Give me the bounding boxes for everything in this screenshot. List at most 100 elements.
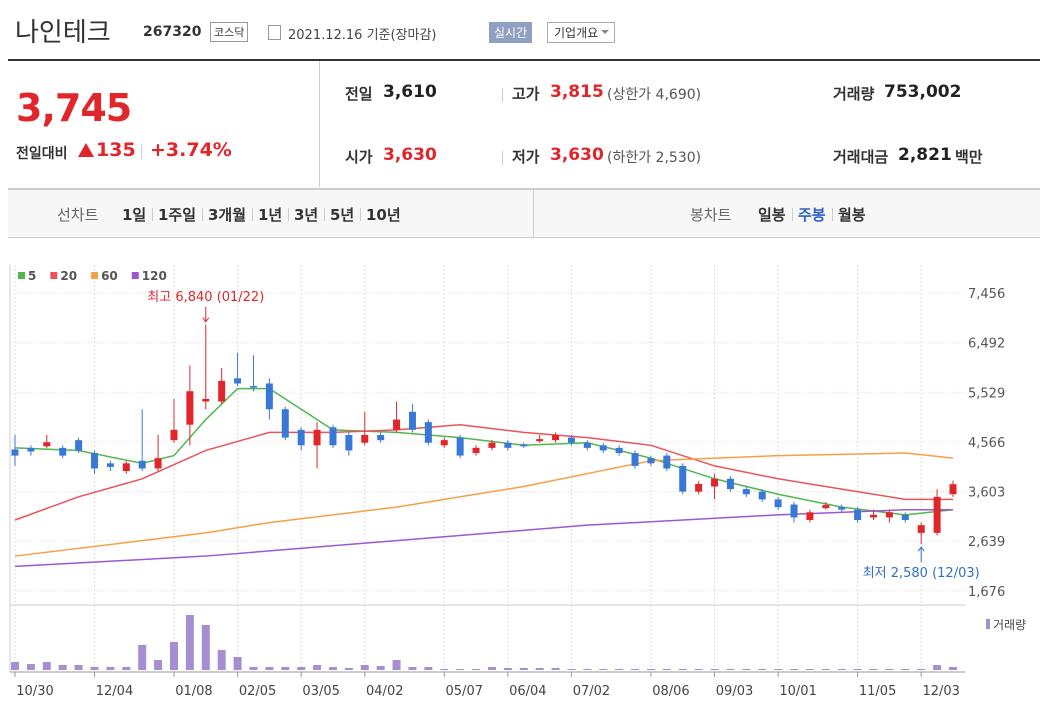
volume-bar: [185, 615, 194, 670]
tab[interactable]: 10년: [366, 206, 401, 224]
item-value: 3,610: [383, 82, 437, 102]
tab[interactable]: 월봉: [838, 206, 866, 224]
current-price: 3,745: [16, 86, 132, 130]
candle-body: [11, 449, 19, 456]
candle-body: [138, 460, 146, 469]
candle-body: [90, 453, 98, 469]
candle-body: [647, 458, 655, 464]
up-triangle: [78, 143, 94, 157]
tab[interactable]: 일봉: [758, 206, 786, 224]
stock-code: 267320: [143, 24, 202, 40]
tab-sep: [202, 208, 203, 221]
tab-sep: [360, 208, 361, 221]
x-tick-label: 04/02: [366, 684, 403, 699]
candle-body: [583, 442, 591, 448]
legend-label: 120: [142, 269, 167, 283]
volume-bar: [599, 669, 608, 670]
candle-body: [949, 484, 957, 495]
tab[interactable]: 3년: [294, 206, 319, 224]
volume-bar: [456, 669, 465, 670]
volume-bar: [949, 667, 957, 670]
x-tick-label: 07/02: [573, 684, 610, 699]
tab-sep: [152, 208, 153, 221]
item-sep: [502, 88, 503, 102]
candle-body: [313, 429, 321, 446]
tab[interactable]: 1주일: [158, 206, 197, 224]
arrow-head: [917, 546, 925, 552]
volume-bar: [535, 668, 544, 670]
legend-label: 20: [60, 269, 77, 283]
candle-body: [822, 505, 830, 509]
tab[interactable]: 1일: [122, 206, 147, 224]
candle-body: [361, 435, 369, 443]
legend-label: 5: [28, 269, 36, 283]
candle-body: [202, 398, 210, 402]
volume-bar: [217, 650, 226, 670]
item-value: 3,630: [383, 145, 437, 165]
item-value: 3,815: [550, 82, 604, 102]
legend-swatch: [91, 272, 99, 279]
ma-line: [14, 423, 953, 521]
candle-body: [695, 483, 703, 492]
volume-bar: [26, 664, 35, 670]
x-tick-label: 11/05: [859, 684, 896, 699]
x-tick-label: 08/06: [652, 684, 689, 699]
volume-bar: [122, 667, 131, 670]
candle-body: [901, 514, 909, 520]
realtime-button[interactable]: 실시간: [489, 22, 533, 43]
candle-body: [281, 409, 289, 438]
volume-bar: [408, 667, 417, 670]
candle-body: [186, 391, 194, 425]
tab[interactable]: 3개월: [208, 206, 247, 224]
x-tick-label: 09/03: [716, 684, 753, 699]
volume-bar: [615, 669, 624, 670]
volume-bar: [90, 667, 99, 670]
tab[interactable]: 1년: [258, 206, 283, 224]
x-tick-label: 06/04: [509, 684, 546, 699]
tab[interactable]: 주봉: [798, 206, 826, 224]
volume-legend-swatch: [986, 619, 990, 629]
candle-body: [854, 509, 862, 520]
volume-bar: [551, 668, 560, 670]
item-unit: 백만: [955, 148, 983, 166]
volume-bar: [265, 667, 274, 670]
candle-body: [615, 447, 623, 454]
candle-body: [249, 386, 257, 388]
company-button[interactable]: 기업개요: [547, 22, 616, 43]
candle-body: [536, 439, 544, 442]
tab-bar: [8, 189, 1040, 238]
volume-bar: [424, 667, 433, 670]
volume-legend: 거래량: [993, 618, 1026, 632]
volume-bar: [726, 669, 735, 670]
tab-sep: [792, 208, 793, 221]
item-label: 전일: [345, 85, 373, 103]
candle-body: [408, 411, 416, 430]
sep: [141, 145, 142, 159]
candle-body: [154, 458, 162, 469]
candle-body: [440, 440, 448, 446]
y-tick-label: 5,529: [968, 386, 1005, 401]
tab[interactable]: 5년: [330, 206, 355, 224]
tab-label: 선차트: [57, 206, 99, 224]
volume-bar: [853, 669, 862, 670]
volume-bar: [249, 667, 258, 670]
volume-bar: [774, 669, 783, 670]
volume-bar: [869, 669, 878, 670]
candle-body: [631, 453, 639, 466]
item-label: 저가: [512, 148, 540, 166]
candle-body: [885, 512, 893, 518]
y-tick-label: 2,639: [968, 535, 1005, 550]
chart: 7,456 6,492 5,529 4,566 3,603 2,639 1,676 10/30…: [9, 265, 1026, 699]
annotation: 최고 6,840 (01/22): [147, 290, 264, 305]
candle-body: [758, 491, 766, 500]
candle-body: [345, 435, 353, 451]
volume-bar: [344, 668, 353, 670]
item-label: 거래대금: [833, 148, 889, 166]
volume-bar: [519, 668, 528, 670]
volume-bar: [503, 668, 512, 670]
x-tick-label: 03/05: [302, 684, 339, 699]
candle-body: [806, 512, 814, 520]
candle-body: [742, 489, 750, 495]
candle-body: [170, 429, 178, 441]
change-rate: +3.74%: [150, 139, 232, 161]
